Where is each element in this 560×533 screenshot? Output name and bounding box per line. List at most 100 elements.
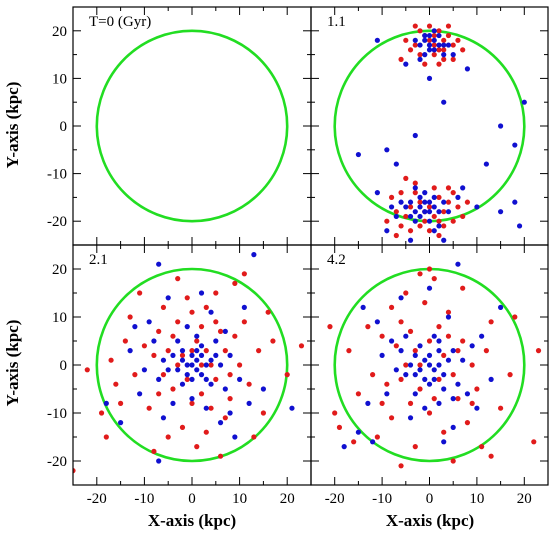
point-red — [445, 333, 452, 339]
point-blue — [436, 32, 442, 39]
x-tick-label: 0 — [426, 491, 434, 507]
point-blue — [184, 372, 190, 378]
point-red — [403, 175, 409, 181]
point-red — [441, 352, 447, 358]
point-red — [417, 386, 423, 392]
x-axis-title-left: X-axis (kpc) — [148, 511, 236, 530]
point-blue — [156, 458, 162, 464]
point-red — [431, 185, 437, 191]
point-blue — [431, 194, 437, 200]
point-blue — [393, 367, 399, 373]
point-red — [232, 333, 238, 339]
point-blue — [441, 199, 447, 205]
point-red — [336, 424, 343, 430]
point-blue — [441, 52, 447, 58]
point-red — [146, 405, 152, 411]
point-blue — [417, 213, 423, 220]
point-red — [417, 28, 423, 34]
point-red — [384, 218, 390, 224]
point-blue — [426, 362, 433, 368]
point-red — [445, 199, 452, 205]
point-blue — [417, 204, 423, 210]
point-blue — [393, 213, 399, 220]
point-red — [412, 42, 418, 48]
point-red — [265, 309, 271, 315]
point-red — [450, 42, 456, 48]
panel-2: 1.1 — [310, 6, 549, 246]
point-red — [393, 232, 399, 239]
point-red — [398, 56, 404, 62]
point-red — [203, 304, 209, 310]
point-red — [531, 439, 537, 445]
point-red — [436, 28, 442, 34]
point-blue — [365, 400, 371, 406]
point-blue — [412, 185, 418, 191]
point-blue — [516, 223, 523, 229]
point-red — [379, 333, 385, 339]
point-blue — [417, 194, 423, 200]
point-red — [436, 47, 442, 53]
point-blue — [412, 391, 418, 397]
point-blue — [422, 405, 428, 411]
point-red — [512, 314, 518, 320]
point-blue — [436, 223, 442, 229]
point-blue — [222, 328, 228, 334]
point-blue — [455, 261, 461, 267]
point-red — [407, 47, 414, 53]
point-blue — [384, 391, 390, 397]
point-red — [422, 300, 428, 306]
point-red — [431, 42, 437, 48]
point-red — [455, 396, 461, 402]
points-group — [73, 252, 305, 474]
x-tick-label: -20 — [325, 491, 345, 507]
point-red — [194, 338, 200, 344]
point-red — [222, 348, 228, 354]
point-blue — [474, 405, 480, 411]
point-blue — [436, 42, 442, 48]
x-tick-label: -10 — [134, 491, 154, 507]
point-blue — [422, 52, 428, 58]
point-red — [445, 23, 452, 29]
point-red — [417, 52, 423, 58]
y-tick-label: 0 — [60, 358, 68, 374]
point-red — [460, 213, 466, 220]
point-blue — [441, 386, 447, 392]
point-blue — [498, 123, 504, 129]
point-blue — [441, 372, 447, 378]
point-blue — [189, 362, 195, 368]
point-blue — [417, 343, 423, 349]
point-blue — [170, 352, 176, 358]
point-blue — [237, 376, 243, 382]
point-blue — [426, 381, 433, 387]
point-blue — [412, 372, 418, 378]
point-blue — [441, 439, 447, 445]
y-tick-label: 10 — [52, 310, 67, 326]
point-red — [403, 362, 409, 368]
point-red — [198, 324, 205, 330]
panel-4: -20 -10 0 10 20 4.2 — [310, 244, 549, 507]
point-blue — [403, 372, 409, 378]
point-blue — [341, 444, 347, 450]
point-blue — [403, 333, 409, 339]
x-tick-label: 20 — [280, 491, 295, 507]
point-blue — [198, 343, 205, 349]
point-red — [436, 376, 442, 382]
point-blue — [246, 400, 252, 406]
point-blue — [141, 367, 147, 373]
point-blue — [431, 37, 437, 43]
y-tick-label: -20 — [47, 214, 67, 230]
point-blue — [403, 204, 409, 210]
point-red — [374, 434, 380, 440]
point-blue — [393, 161, 399, 167]
point-blue — [379, 352, 385, 358]
point-blue — [450, 52, 456, 58]
point-red — [441, 429, 447, 435]
point-red — [407, 328, 414, 334]
point-red — [403, 37, 409, 43]
point-blue — [198, 352, 205, 358]
point-blue — [436, 348, 442, 354]
point-red — [179, 424, 186, 430]
point-blue — [194, 367, 200, 373]
point-red — [431, 276, 437, 282]
point-red — [426, 204, 433, 210]
